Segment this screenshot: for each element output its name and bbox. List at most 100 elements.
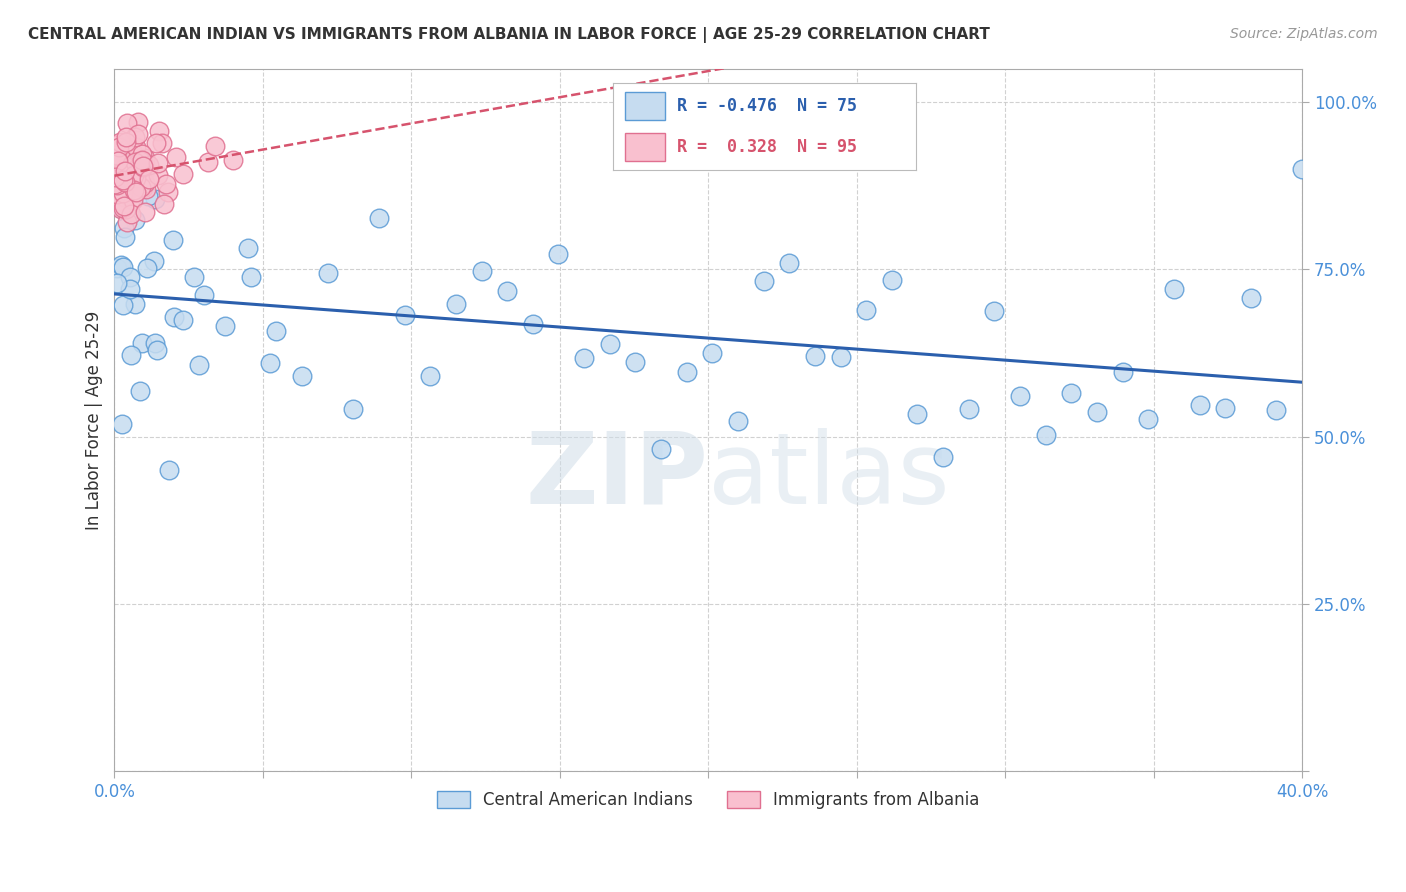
- Point: [148, 123, 170, 137]
- Point: [105, 176, 128, 190]
- Point: [134, 151, 156, 165]
- Point: [117, 172, 139, 186]
- Point: [148, 156, 170, 170]
- Point: [419, 369, 441, 384]
- Point: [143, 253, 166, 268]
- Point: [112, 298, 135, 312]
- Point: [104, 178, 127, 192]
- Point: [112, 260, 135, 275]
- Point: [172, 167, 194, 181]
- Point: [115, 130, 138, 145]
- Point: [131, 160, 153, 174]
- Point: [983, 304, 1005, 318]
- Point: [880, 273, 903, 287]
- Point: [125, 171, 148, 186]
- Point: [204, 138, 226, 153]
- Point: [111, 202, 134, 217]
- Point: [266, 324, 288, 338]
- Point: [155, 177, 177, 191]
- Point: [183, 270, 205, 285]
- Point: [115, 160, 138, 174]
- Point: [145, 343, 167, 358]
- Point: [259, 356, 281, 370]
- Point: [188, 358, 211, 372]
- Point: [197, 154, 219, 169]
- Point: [165, 150, 187, 164]
- Point: [855, 303, 877, 318]
- Point: [105, 260, 128, 275]
- Point: [675, 365, 697, 379]
- Point: [120, 207, 142, 221]
- Point: [1265, 402, 1288, 417]
- Point: [222, 153, 245, 167]
- Point: [162, 233, 184, 247]
- Point: [120, 192, 142, 206]
- Point: [1008, 389, 1031, 403]
- Point: [124, 130, 146, 145]
- Point: [122, 178, 145, 192]
- Point: [117, 182, 139, 196]
- Text: CENTRAL AMERICAN INDIAN VS IMMIGRANTS FROM ALBANIA IN LABOR FORCE | AGE 25-29 CO: CENTRAL AMERICAN INDIAN VS IMMIGRANTS FR…: [28, 27, 990, 43]
- Point: [134, 176, 156, 190]
- Point: [172, 313, 194, 327]
- Point: [105, 178, 128, 192]
- Point: [107, 140, 129, 154]
- Point: [153, 197, 176, 211]
- Point: [150, 136, 173, 151]
- Point: [115, 135, 138, 149]
- Point: [702, 345, 724, 359]
- Point: [125, 157, 148, 171]
- Text: Source: ZipAtlas.com: Source: ZipAtlas.com: [1230, 27, 1378, 41]
- Point: [108, 194, 131, 208]
- Point: [110, 166, 132, 180]
- Point: [111, 417, 134, 431]
- Point: [1111, 365, 1133, 379]
- Point: [156, 185, 179, 199]
- Point: [1291, 161, 1313, 176]
- Point: [118, 175, 141, 189]
- Point: [1163, 282, 1185, 296]
- Point: [1213, 401, 1236, 416]
- Point: [522, 317, 544, 331]
- Point: [131, 147, 153, 161]
- Text: atlas: atlas: [709, 427, 950, 524]
- Point: [136, 189, 159, 203]
- Point: [342, 402, 364, 417]
- Point: [129, 180, 152, 194]
- Point: [127, 127, 149, 141]
- Point: [107, 153, 129, 168]
- Point: [115, 116, 138, 130]
- Point: [127, 115, 149, 129]
- Point: [143, 192, 166, 206]
- Point: [110, 150, 132, 164]
- Point: [572, 351, 595, 365]
- Point: [117, 160, 139, 174]
- Point: [112, 147, 135, 161]
- Point: [105, 137, 128, 152]
- Point: [599, 337, 621, 351]
- Point: [804, 349, 827, 363]
- Point: [830, 350, 852, 364]
- Point: [214, 319, 236, 334]
- Point: [778, 256, 800, 270]
- Point: [115, 202, 138, 217]
- Legend: Central American Indians, Immigrants from Albania: Central American Indians, Immigrants fro…: [430, 784, 987, 816]
- Point: [193, 288, 215, 302]
- Point: [547, 247, 569, 261]
- Point: [163, 310, 186, 325]
- Point: [121, 172, 143, 186]
- Point: [1188, 398, 1211, 412]
- Point: [115, 186, 138, 200]
- Point: [111, 186, 134, 200]
- Point: [127, 160, 149, 174]
- Point: [112, 221, 135, 235]
- Point: [117, 215, 139, 229]
- Point: [112, 199, 135, 213]
- Point: [124, 296, 146, 310]
- Point: [112, 190, 135, 204]
- Point: [112, 161, 135, 176]
- Point: [129, 154, 152, 169]
- Point: [112, 186, 135, 201]
- Point: [650, 442, 672, 456]
- Point: [394, 308, 416, 322]
